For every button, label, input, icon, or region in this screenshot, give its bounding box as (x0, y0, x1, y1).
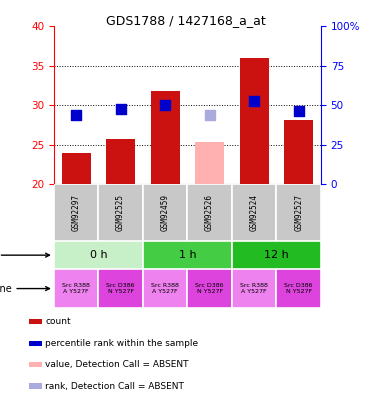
Point (118, 106, 124, 113)
Bar (232, 241, 321, 269)
Point (73, 111, 79, 118)
Bar (29, 384, 42, 389)
Bar (54, 241, 143, 269)
Bar (151, 91, 180, 184)
Point (251, 98, 257, 104)
Bar (284, 119, 313, 184)
Bar (143, 241, 232, 269)
Text: GSM92459: GSM92459 (161, 194, 170, 231)
Bar (187, 269, 232, 308)
Bar (98, 269, 143, 308)
Bar (232, 269, 276, 308)
Bar (276, 184, 321, 241)
Bar (98, 184, 143, 241)
Text: count: count (45, 317, 71, 326)
Bar (106, 139, 135, 184)
Bar (54, 184, 98, 241)
Text: GSM92297: GSM92297 (72, 194, 81, 231)
Text: 1 h: 1 h (178, 250, 196, 260)
Bar (143, 269, 187, 308)
Bar (29, 319, 42, 324)
Text: cell line: cell line (0, 284, 49, 294)
Bar (62, 153, 91, 184)
Text: Src R388
A Y527F: Src R388 A Y527F (240, 283, 268, 294)
Text: GSM92525: GSM92525 (116, 194, 125, 231)
Text: value, Detection Call = ABSENT: value, Detection Call = ABSENT (45, 360, 189, 369)
Text: GSM92527: GSM92527 (294, 194, 303, 231)
Text: rank, Detection Call = ABSENT: rank, Detection Call = ABSENT (45, 382, 184, 390)
Bar (232, 184, 276, 241)
Bar (187, 184, 232, 241)
Bar (54, 269, 98, 308)
Text: 12 h: 12 h (264, 250, 289, 260)
Point (207, 111, 213, 118)
Point (296, 108, 302, 114)
Point (162, 102, 168, 109)
Text: time: time (0, 250, 49, 260)
Text: Src R388
A Y527F: Src R388 A Y527F (62, 283, 90, 294)
Text: percentile rank within the sample: percentile rank within the sample (45, 339, 198, 348)
Text: Src D386
N Y527F: Src D386 N Y527F (106, 283, 135, 294)
Text: GSM92524: GSM92524 (250, 194, 259, 231)
Text: Src R388
A Y527F: Src R388 A Y527F (151, 283, 179, 294)
Bar (29, 362, 42, 367)
Text: Src D386
N Y527F: Src D386 N Y527F (285, 283, 313, 294)
Text: GSM92526: GSM92526 (205, 194, 214, 231)
Text: 0 h: 0 h (89, 250, 107, 260)
Bar (195, 143, 224, 184)
Bar (276, 269, 321, 308)
Bar (143, 184, 187, 241)
Text: GDS1788 / 1427168_a_at: GDS1788 / 1427168_a_at (106, 14, 265, 27)
Bar (29, 341, 42, 346)
Text: Src D386
N Y527F: Src D386 N Y527F (196, 283, 224, 294)
Bar (240, 58, 269, 184)
